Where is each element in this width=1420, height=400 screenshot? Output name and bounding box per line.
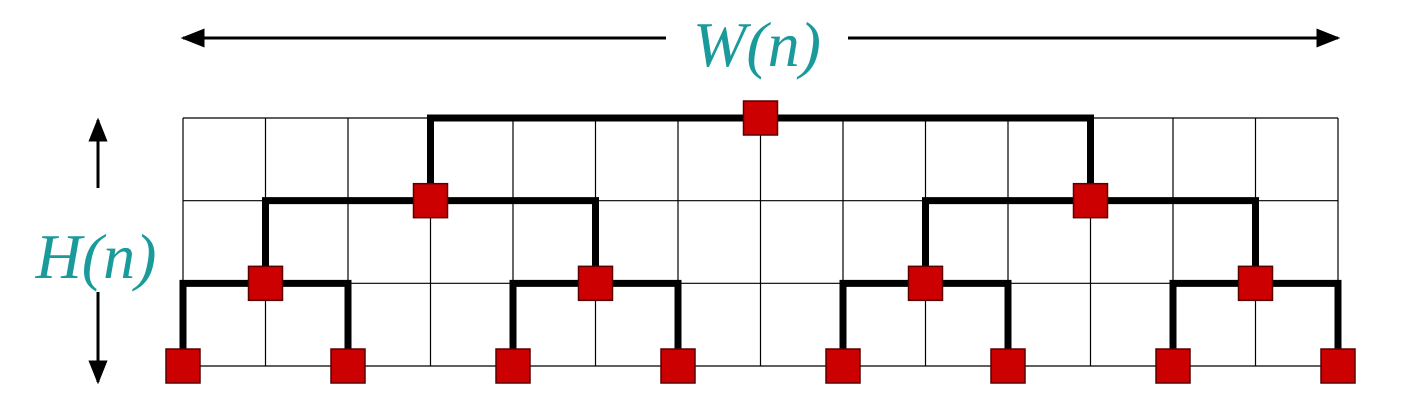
internal-node <box>1072 182 1109 219</box>
width-label: W(n) <box>693 9 821 80</box>
internal-node <box>247 265 284 302</box>
height-label: H(n) <box>35 221 157 292</box>
leaf-node <box>165 348 201 384</box>
internal-node <box>742 100 779 136</box>
tree-nodes <box>165 100 1356 384</box>
leaf-node <box>495 348 531 384</box>
internal-node <box>577 265 614 302</box>
leaf-node <box>1155 348 1191 384</box>
internal-node <box>412 182 449 219</box>
height-dimension: H(n) <box>35 117 157 385</box>
leaf-node <box>825 348 861 384</box>
internal-node <box>907 265 944 302</box>
leaf-node <box>330 348 366 384</box>
leaf-node <box>660 348 696 384</box>
leaf-node <box>990 348 1026 384</box>
leaf-node <box>1320 348 1356 384</box>
width-dimension: W(n) <box>180 9 1341 80</box>
internal-node <box>1237 265 1274 302</box>
layout-grid <box>182 117 1339 367</box>
